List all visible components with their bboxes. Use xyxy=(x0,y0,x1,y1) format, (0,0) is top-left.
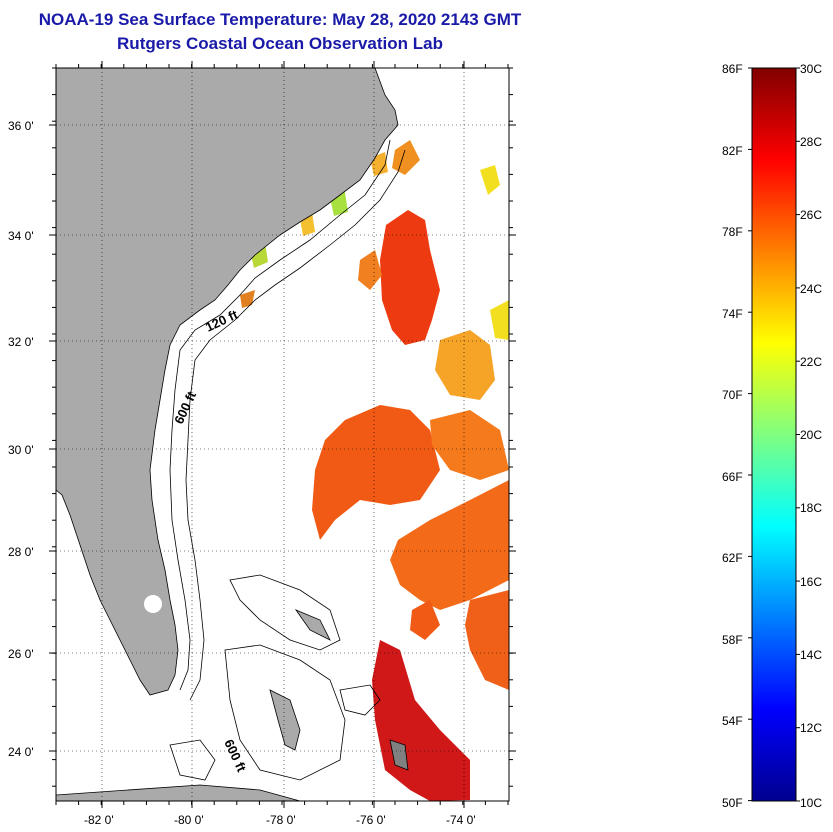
cb-f-label: 66F xyxy=(722,470,743,484)
cb-c-label: 28C xyxy=(800,135,822,149)
frame-ticks xyxy=(49,61,516,808)
lon-label: -80 0' xyxy=(174,813,204,827)
cb-c-label: 16C xyxy=(800,575,822,589)
lat-label: 28 0' xyxy=(8,545,34,559)
cb-f-label: 86F xyxy=(722,62,743,76)
cb-f-label: 62F xyxy=(722,551,743,565)
cb-f-label: 74F xyxy=(722,307,743,321)
lat-label: 36 0' xyxy=(8,119,34,133)
longitude-labels: -82 0' -80 0' -78 0' -76 0' -74 0' xyxy=(84,813,476,827)
cb-f-label: 54F xyxy=(722,714,743,728)
lat-label: 32 0' xyxy=(8,335,34,349)
lon-label: -82 0' xyxy=(84,813,114,827)
cb-c-label: 18C xyxy=(800,501,822,515)
cb-c-label: 20C xyxy=(800,428,822,442)
depth-contours xyxy=(169,139,406,781)
cb-c-label: 10C xyxy=(800,796,822,810)
lat-label: 24 0' xyxy=(8,745,34,759)
map-subtitle: Rutgers Coastal Ocean Observation Lab xyxy=(117,34,443,53)
lat-label: 30 0' xyxy=(8,443,34,457)
cb-f-label: 82F xyxy=(722,144,743,158)
lon-label: -78 0' xyxy=(266,813,296,827)
land-bahamas-island xyxy=(389,739,409,771)
colorbar-celsius-labels: 30C 28C 26C 24C 22C 20C 18C 16C 14C 12C … xyxy=(800,62,822,810)
latitude-labels: 36 0' 34 0' 32 0' 30 0' 28 0' 26 0' 24 0… xyxy=(8,119,34,759)
cb-c-label: 12C xyxy=(800,721,822,735)
land-bahamas-andros xyxy=(269,689,301,751)
cb-f-label: 50F xyxy=(722,796,743,810)
lon-label: -76 0' xyxy=(356,813,386,827)
lon-label: -74 0' xyxy=(446,813,476,827)
map-title: NOAA-19 Sea Surface Temperature: May 28,… xyxy=(38,10,522,29)
colorbar-fahrenheit-labels: 86F 82F 78F 74F 70F 66F 62F 58F 54F 50F xyxy=(722,62,743,810)
cb-c-label: 26C xyxy=(800,208,822,222)
cb-f-label: 58F xyxy=(722,633,743,647)
lake-okeechobee xyxy=(144,595,162,613)
lat-label: 26 0' xyxy=(8,647,34,661)
land-southeast-us xyxy=(56,68,399,696)
colorbar-ticks xyxy=(748,67,800,802)
colorbar xyxy=(751,67,797,802)
cb-c-label: 24C xyxy=(800,282,822,296)
cb-c-label: 22C xyxy=(800,355,822,369)
cb-f-label: 78F xyxy=(722,225,743,239)
land-cuba xyxy=(56,784,301,801)
cb-f-label: 70F xyxy=(722,388,743,402)
lat-label: 34 0' xyxy=(8,229,34,243)
cb-c-label: 14C xyxy=(800,648,822,662)
land-bahamas-abaco xyxy=(294,609,331,641)
cb-c-label: 30C xyxy=(800,62,822,76)
